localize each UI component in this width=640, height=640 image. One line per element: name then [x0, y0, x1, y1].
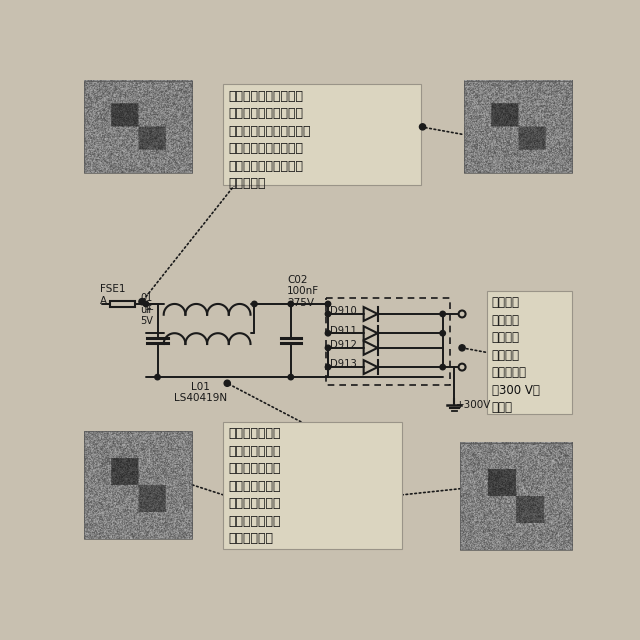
Circle shape [252, 301, 257, 307]
Circle shape [419, 124, 426, 130]
Circle shape [440, 364, 445, 370]
Text: +: + [145, 305, 154, 315]
Bar [460, 442, 572, 550]
Bar [84, 431, 193, 539]
Bar [463, 81, 572, 173]
Text: L01
LS40419N: L01 LS40419N [173, 381, 227, 403]
Circle shape [288, 374, 294, 380]
Circle shape [459, 310, 465, 317]
Text: D911: D911 [330, 326, 356, 335]
Circle shape [459, 345, 465, 351]
Text: 01
uF
5V: 01 uF 5V [140, 293, 154, 326]
Circle shape [155, 374, 160, 380]
Circle shape [288, 301, 294, 307]
Text: D912: D912 [330, 340, 356, 350]
Circle shape [325, 311, 331, 317]
Text: D913: D913 [330, 360, 356, 369]
Circle shape [224, 380, 230, 387]
FancyBboxPatch shape [223, 84, 421, 184]
Bar [110, 301, 135, 307]
Circle shape [143, 301, 148, 307]
Circle shape [325, 364, 331, 370]
Text: 互感滤波器是通
过互感作用消除
外电路的干扰脉
冲进入电冰箱，
同时使电冰箱的
脉冲信号不会向
电网辐射干扰: 互感滤波器是通 过互感作用消除 外电路的干扰脉 冲进入电冰箱， 同时使电冰箱的 … [228, 427, 280, 545]
Circle shape [139, 298, 145, 305]
Text: C02
100nF
275V: C02 100nF 275V [287, 275, 319, 308]
Bar [326, 298, 451, 385]
Circle shape [325, 330, 331, 336]
Circle shape [325, 301, 331, 307]
Circle shape [325, 345, 331, 351]
Circle shape [440, 330, 445, 336]
Text: FSE1
A: FSE1 A [100, 284, 125, 305]
Circle shape [440, 311, 445, 317]
Circle shape [459, 364, 465, 371]
FancyBboxPatch shape [487, 291, 572, 414]
Text: 当电冰箱电路中的电压
过高时，过电压保护器
的电阻值会降低，使电路
中的电流升高，从而使
熔断器熔断，起到保护
电路的作用: 当电冰箱电路中的电压 过高时，过电压保护器 的电阻值会降低，使电路 中的电流升高… [228, 90, 310, 190]
Text: +300V: +300V [456, 400, 492, 410]
Text: D910: D910 [330, 307, 356, 316]
FancyBboxPatch shape [223, 422, 402, 549]
Text: 桥式整流
由四个整
管组成，
用是将交
进行整流，
为300 V左
流电压: 桥式整流 由四个整 管组成， 用是将交 进行整流， 为300 V左 流电压 [492, 296, 540, 414]
Bar [84, 81, 193, 173]
